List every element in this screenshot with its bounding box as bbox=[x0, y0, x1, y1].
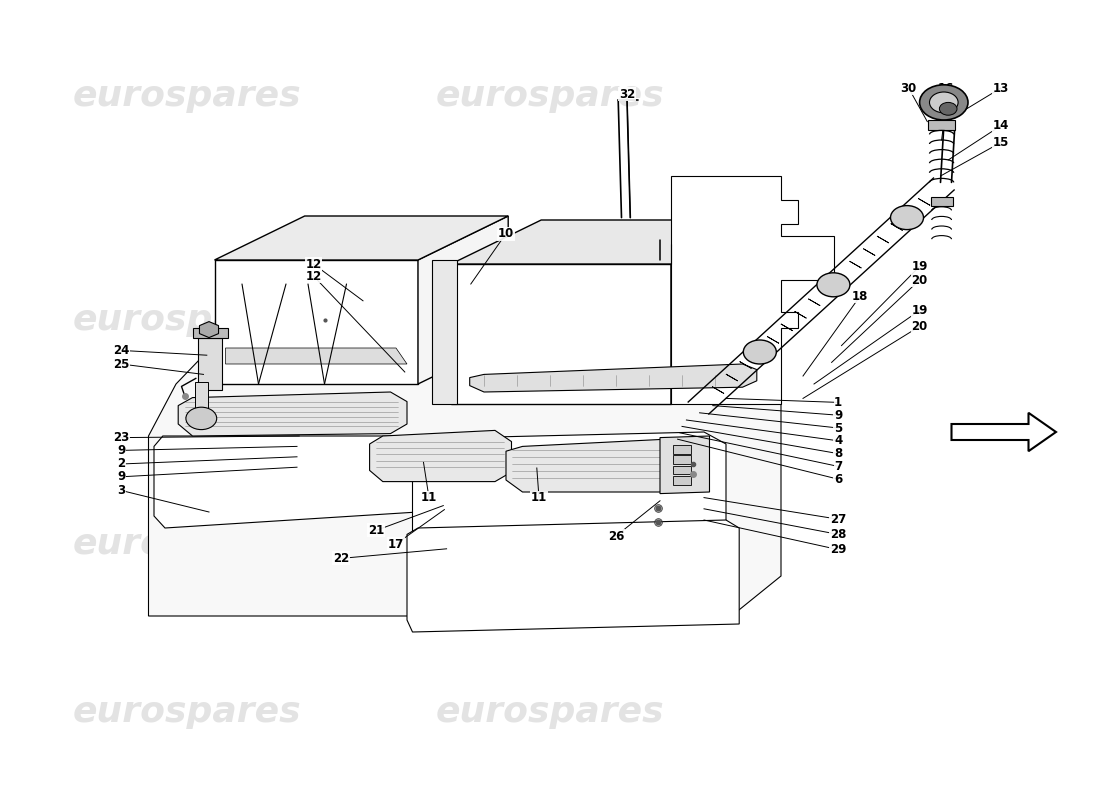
Text: 24: 24 bbox=[113, 344, 129, 357]
Circle shape bbox=[891, 206, 924, 230]
Text: eurospares: eurospares bbox=[436, 695, 664, 729]
Polygon shape bbox=[412, 432, 726, 588]
Bar bbox=[198, 338, 222, 390]
Text: 25: 25 bbox=[113, 358, 129, 370]
Text: 19: 19 bbox=[912, 304, 927, 317]
Circle shape bbox=[920, 85, 968, 120]
Polygon shape bbox=[407, 520, 739, 632]
Text: 20: 20 bbox=[912, 274, 927, 286]
Text: eurospares: eurospares bbox=[73, 695, 301, 729]
Polygon shape bbox=[754, 349, 766, 356]
Polygon shape bbox=[432, 260, 456, 404]
Polygon shape bbox=[418, 216, 508, 384]
Text: 19: 19 bbox=[912, 260, 927, 273]
Text: eurospares: eurospares bbox=[73, 79, 301, 113]
Polygon shape bbox=[952, 413, 1056, 451]
Circle shape bbox=[939, 102, 957, 115]
Polygon shape bbox=[148, 344, 781, 616]
Polygon shape bbox=[214, 216, 508, 260]
Polygon shape bbox=[671, 176, 834, 404]
Text: eurospares: eurospares bbox=[436, 79, 664, 113]
Polygon shape bbox=[660, 436, 710, 494]
Polygon shape bbox=[928, 120, 955, 130]
Text: 12: 12 bbox=[306, 270, 321, 282]
Circle shape bbox=[817, 273, 850, 297]
Text: 31: 31 bbox=[938, 99, 954, 112]
Polygon shape bbox=[904, 211, 916, 218]
Text: eurospares: eurospares bbox=[73, 303, 301, 337]
Polygon shape bbox=[199, 322, 219, 338]
Polygon shape bbox=[726, 374, 738, 381]
Polygon shape bbox=[781, 324, 793, 330]
Text: 4: 4 bbox=[834, 434, 843, 447]
Text: 11: 11 bbox=[421, 491, 437, 504]
Circle shape bbox=[186, 407, 217, 430]
Text: 18: 18 bbox=[852, 290, 868, 302]
Polygon shape bbox=[836, 274, 848, 281]
Bar bbox=[673, 476, 691, 485]
Polygon shape bbox=[864, 249, 876, 255]
Polygon shape bbox=[918, 198, 931, 206]
Bar bbox=[192, 328, 228, 338]
Text: 5: 5 bbox=[834, 422, 843, 434]
Bar bbox=[673, 455, 691, 464]
Text: 3: 3 bbox=[117, 484, 125, 497]
Polygon shape bbox=[370, 430, 512, 482]
Bar bbox=[673, 466, 691, 474]
Text: eurospares: eurospares bbox=[73, 527, 301, 561]
Polygon shape bbox=[849, 262, 861, 268]
Polygon shape bbox=[451, 264, 671, 404]
Text: 8: 8 bbox=[834, 447, 843, 460]
Polygon shape bbox=[822, 286, 834, 293]
Text: 20: 20 bbox=[912, 320, 927, 333]
Text: 9: 9 bbox=[834, 409, 843, 422]
Text: 16: 16 bbox=[938, 82, 954, 94]
Text: 2: 2 bbox=[117, 458, 125, 470]
Text: 6: 6 bbox=[834, 473, 843, 486]
Polygon shape bbox=[214, 260, 418, 384]
Text: 22: 22 bbox=[333, 552, 349, 565]
Text: eurospares: eurospares bbox=[436, 303, 664, 337]
Polygon shape bbox=[451, 220, 761, 264]
Text: 30: 30 bbox=[901, 82, 916, 94]
Polygon shape bbox=[226, 348, 407, 364]
Text: 11: 11 bbox=[531, 491, 547, 504]
Text: 15: 15 bbox=[993, 136, 1009, 149]
Polygon shape bbox=[808, 299, 821, 306]
Text: 32: 32 bbox=[619, 88, 635, 101]
Text: 29: 29 bbox=[830, 543, 846, 556]
Polygon shape bbox=[891, 223, 903, 230]
Polygon shape bbox=[671, 220, 761, 404]
Circle shape bbox=[744, 340, 777, 364]
Text: 21: 21 bbox=[368, 524, 384, 537]
Text: 12: 12 bbox=[306, 258, 321, 270]
Text: eurospares: eurospares bbox=[436, 527, 664, 561]
Polygon shape bbox=[739, 362, 751, 368]
Text: 9: 9 bbox=[117, 470, 125, 483]
Bar bbox=[195, 382, 208, 414]
Text: 7: 7 bbox=[834, 460, 843, 473]
Polygon shape bbox=[877, 236, 889, 243]
Polygon shape bbox=[154, 436, 418, 528]
Text: 14: 14 bbox=[993, 119, 1009, 132]
Text: 28: 28 bbox=[830, 528, 846, 541]
Text: 23: 23 bbox=[113, 431, 129, 444]
Bar bbox=[673, 445, 691, 454]
Circle shape bbox=[930, 92, 958, 113]
Text: 26: 26 bbox=[608, 530, 624, 542]
Text: 17: 17 bbox=[388, 538, 404, 550]
Polygon shape bbox=[767, 337, 779, 343]
Text: 13: 13 bbox=[993, 82, 1009, 94]
Polygon shape bbox=[794, 311, 806, 318]
Polygon shape bbox=[931, 197, 953, 206]
Polygon shape bbox=[712, 386, 724, 394]
Text: 10: 10 bbox=[498, 227, 514, 240]
Text: 1: 1 bbox=[834, 396, 843, 409]
Polygon shape bbox=[506, 438, 702, 492]
Text: 9: 9 bbox=[117, 444, 125, 457]
Text: 27: 27 bbox=[830, 513, 846, 526]
Polygon shape bbox=[470, 364, 757, 392]
Polygon shape bbox=[178, 392, 407, 436]
